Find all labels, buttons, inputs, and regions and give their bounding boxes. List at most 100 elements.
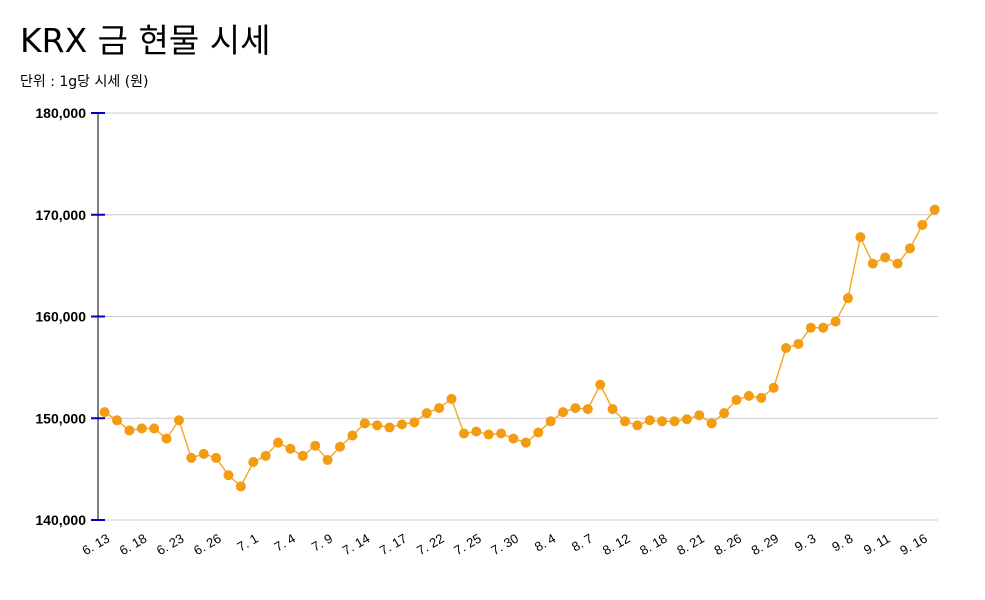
data-point <box>322 454 333 465</box>
x-tick-label: 8. 4 <box>532 531 558 555</box>
data-point <box>545 416 556 427</box>
x-tick-label: 8. 21 <box>674 531 707 558</box>
data-point <box>310 440 321 451</box>
data-point <box>409 417 420 428</box>
data-point <box>558 407 569 418</box>
data-point <box>855 232 866 243</box>
x-tick-label: 9. 8 <box>829 531 855 555</box>
y-tick-label: 140,000 <box>35 512 86 528</box>
data-point <box>273 437 284 448</box>
data-point <box>880 252 891 263</box>
y-tick-label: 170,000 <box>35 207 86 223</box>
x-tick-label: 7. 22 <box>414 531 447 558</box>
data-point <box>632 420 643 431</box>
data-point <box>372 420 383 431</box>
data-point <box>471 426 482 437</box>
x-tick-label: 8. 18 <box>637 531 670 558</box>
data-point <box>917 219 928 230</box>
x-tick-label: 9. 16 <box>897 531 930 558</box>
data-point <box>248 457 259 467</box>
data-point <box>768 382 779 393</box>
data-point <box>297 450 308 461</box>
data-point <box>161 433 172 444</box>
data-point <box>843 293 853 304</box>
data-point <box>285 443 296 454</box>
data-point <box>644 415 655 426</box>
data-point <box>335 441 346 452</box>
data-point <box>818 322 829 333</box>
data-point <box>211 452 222 463</box>
x-axis-ticks: 6. 13 6. 18 6. 23 6. 26 7. 1 7. 4 7. 9 7. 14 7. … <box>80 531 930 558</box>
data-point <box>570 403 581 414</box>
data-point <box>99 407 110 418</box>
chart-subtitle: 단위 : 1g당 시세 (원) <box>20 74 149 90</box>
x-tick-label: 6. 18 <box>117 531 150 558</box>
x-tick-label: 8. 26 <box>711 531 744 558</box>
data-point <box>929 204 940 215</box>
data-point <box>396 419 407 430</box>
data-point <box>198 448 209 459</box>
x-tick-label: 7. 14 <box>340 531 373 558</box>
data-point <box>681 414 692 425</box>
series-gold-price <box>99 204 940 492</box>
data-point <box>347 430 358 441</box>
data-point <box>694 410 705 421</box>
data-point <box>867 258 878 269</box>
x-tick-label: 7. 25 <box>451 531 484 558</box>
data-point <box>384 422 395 433</box>
x-tick-label: 6. 23 <box>154 531 187 558</box>
data-point <box>781 343 792 354</box>
y-tick-label: 180,000 <box>35 105 86 121</box>
x-tick-label: 7. 9 <box>309 531 335 555</box>
data-point <box>421 408 432 419</box>
data-point <box>508 433 519 444</box>
data-point <box>743 390 754 401</box>
data-point <box>186 452 197 463</box>
x-tick-label: 7. 4 <box>272 531 298 555</box>
x-tick-label: 7. 17 <box>377 531 410 558</box>
data-point <box>520 437 531 448</box>
y-axis-ticks: 140,000 150,000 160,000 170,000 180,000 <box>35 105 86 528</box>
data-point <box>136 423 147 434</box>
data-point <box>793 338 804 349</box>
data-point <box>434 403 445 414</box>
data-point <box>595 379 606 390</box>
grid-lines <box>98 112 938 521</box>
data-point <box>260 450 271 461</box>
data-point <box>892 258 903 269</box>
data-point <box>657 416 668 427</box>
data-point <box>669 416 680 427</box>
data-point <box>149 423 160 434</box>
chart-title: KRX 금 현물 시세 <box>20 21 271 60</box>
series-line <box>104 209 936 488</box>
x-tick-label: 7. 1 <box>234 531 260 555</box>
data-point <box>483 429 494 440</box>
x-tick-label: 8. 29 <box>749 531 782 558</box>
data-point <box>756 392 767 403</box>
data-point <box>496 428 507 439</box>
data-point <box>830 316 841 327</box>
x-tick-label: 8. 7 <box>569 531 595 555</box>
data-point <box>223 470 234 481</box>
x-tick-label: 9. 3 <box>792 531 818 555</box>
x-tick-label: 9. 11 <box>861 531 893 558</box>
data-point <box>111 415 122 426</box>
data-point <box>446 393 457 404</box>
y-tick-label: 150,000 <box>35 410 86 426</box>
data-point <box>173 415 184 426</box>
data-point <box>719 408 730 419</box>
data-point <box>805 322 816 333</box>
data-point <box>235 481 246 492</box>
data-point <box>904 243 915 254</box>
x-tick-label: 8. 12 <box>600 531 633 558</box>
data-point <box>124 425 135 436</box>
data-point <box>619 416 630 427</box>
y-tick-label: 160,000 <box>35 309 86 325</box>
data-point <box>582 404 593 415</box>
data-point <box>607 404 618 415</box>
data-point <box>706 418 717 429</box>
data-point <box>533 427 544 438</box>
data-point <box>458 428 469 439</box>
axes <box>91 112 105 521</box>
